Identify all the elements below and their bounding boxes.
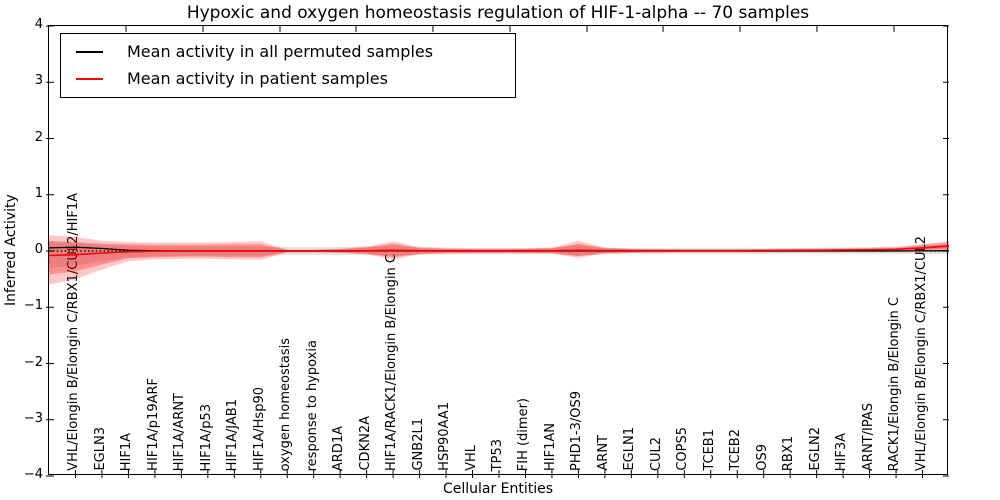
- x-tick-label: EGLN1: [622, 427, 638, 471]
- chart-title: Hypoxic and oxygen homeostasis regulatio…: [186, 3, 810, 23]
- y-tick-label: −2: [23, 354, 43, 370]
- x-tick-label: HIF1A/RACK1/Elongin B/Elongin C: [384, 254, 400, 471]
- y-tick-label: −4: [23, 467, 43, 482]
- x-tick-label: HIF1AN: [542, 423, 558, 471]
- y-tick-label: 2: [34, 129, 43, 145]
- x-tick-label: VHL/Elongin B/Elongin C/RBX1/CUL2: [913, 235, 929, 471]
- x-tick-label: HIF1A/p53: [198, 403, 214, 471]
- x-tick-label: ARNT: [595, 435, 611, 471]
- x-tick-label: HIF1A/p19ARF: [145, 378, 161, 471]
- x-tick-label: HIF1A/JAB1: [225, 398, 241, 471]
- x-tick-label: ARD1A: [331, 425, 347, 471]
- patient-samples-confidence-inner-band: [49, 240, 949, 275]
- x-tick-label: CUL2: [648, 436, 664, 471]
- x-tick-label: EGLN2: [807, 427, 823, 471]
- x-tick-label: EGLN3: [92, 427, 108, 471]
- x-tick-label: HIF3A: [834, 432, 850, 471]
- legend-line-patient-icon: [76, 78, 103, 80]
- x-tick-label: HIF1A/ARNT: [172, 392, 188, 471]
- y-tick-label: 4: [34, 17, 43, 32]
- patient-mean-line: [48, 245, 950, 257]
- permuted-samples-confidence-band: [49, 242, 949, 268]
- x-tick-label: HSP90AA1: [437, 402, 453, 471]
- x-tick-label: ARNT/IPAS: [860, 403, 876, 471]
- x-tick-label: GNB2L1: [410, 418, 426, 471]
- x-tick-label: FIH (dimer): [516, 397, 532, 471]
- x-tick-label: TCEB2: [728, 429, 744, 471]
- x-tick-label: HIF1A/Hsp90: [251, 387, 267, 471]
- x-tick-label: RBX1: [781, 435, 797, 471]
- x-tick-label: PHD1-3/OS9: [569, 391, 585, 471]
- y-tick-label: 3: [34, 73, 43, 89]
- legend-label-patient: Mean activity in patient samples: [127, 69, 388, 88]
- x-tick-label: OS9: [754, 444, 770, 471]
- x-tick-label: COPS5: [675, 427, 691, 471]
- y-tick-label: −3: [23, 410, 43, 426]
- x-tick-label: TCEB1: [701, 429, 717, 471]
- x-tick-label: RACK1/Elongin B/Elongin C: [887, 296, 903, 471]
- permuted-mean-line: [48, 246, 950, 252]
- x-tick-label: HIF1A: [119, 432, 135, 471]
- legend-entry-patient: Mean activity in patient samples: [61, 70, 515, 88]
- legend-label-permuted: Mean activity in all permuted samples: [127, 42, 434, 61]
- legend-entry-permuted: Mean activity in all permuted samples: [61, 43, 515, 61]
- x-tick-label: VHL/Elongin B/Elongin C/RBX1/CUL2/HIF1A: [66, 193, 82, 471]
- x-tick-label: TP53: [490, 438, 505, 471]
- x-tick-label: CDKN2A: [357, 416, 373, 471]
- legend-line-permuted-icon: [76, 51, 103, 53]
- legend: Mean activity in all permuted samples Me…: [60, 33, 516, 98]
- x-axis-label: Cellular Entities: [442, 481, 554, 497]
- y-tick-label: −1: [23, 298, 43, 314]
- x-tick-label: VHL: [463, 445, 479, 471]
- y-tick-label: 0: [34, 242, 43, 257]
- patient-samples-confidence-outer-band: [49, 235, 949, 285]
- x-tick-label: response to hypoxia: [304, 339, 320, 471]
- x-tick-label: oxygen homeostasis: [278, 337, 294, 471]
- y-tick-label: 1: [34, 185, 43, 201]
